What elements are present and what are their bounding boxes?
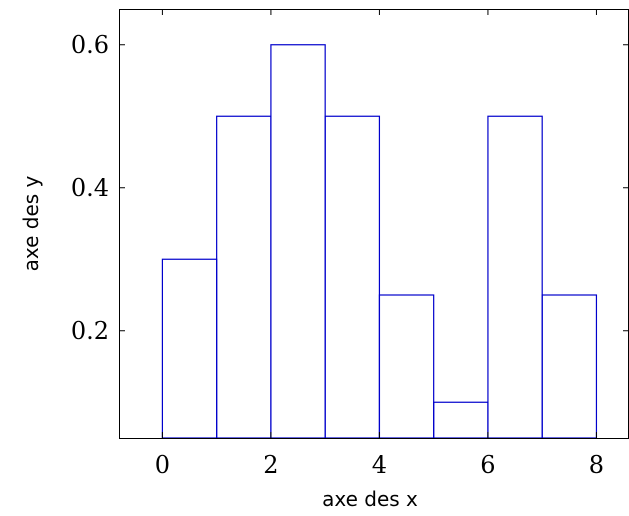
histogram-bar-6 bbox=[487, 115, 543, 439]
y-axis-title: axe des y bbox=[19, 175, 43, 271]
x-tick-label-3: 6 bbox=[480, 451, 495, 479]
histogram-bar-5 bbox=[433, 401, 489, 439]
ticks-layer bbox=[119, 9, 629, 438]
y-tick-label-0: 0.2 bbox=[71, 317, 109, 345]
y-tick-label-2: 0.6 bbox=[71, 31, 109, 59]
histogram-bar-4 bbox=[378, 294, 435, 439]
x-tick-label-2: 4 bbox=[372, 451, 387, 479]
bars-layer bbox=[161, 44, 598, 439]
y-tick-label-1: 0.4 bbox=[71, 174, 109, 202]
y-tick-labels: 0.2 0.4 0.6 bbox=[71, 31, 109, 345]
x-tick-label-0: 0 bbox=[155, 451, 170, 479]
histogram-bar-3 bbox=[324, 115, 381, 439]
histogram-bar-7 bbox=[541, 294, 598, 439]
histogram-bar-0 bbox=[161, 258, 218, 439]
x-tick-label-4: 8 bbox=[589, 451, 604, 479]
histogram-bar-1 bbox=[216, 115, 272, 439]
x-axis-title: axe des x bbox=[322, 487, 418, 511]
plot-frame bbox=[119, 9, 629, 439]
histogram-bar-2 bbox=[270, 44, 326, 439]
x-tick-labels: 0 2 4 6 8 bbox=[155, 451, 604, 479]
x-tick-label-1: 2 bbox=[263, 451, 278, 479]
